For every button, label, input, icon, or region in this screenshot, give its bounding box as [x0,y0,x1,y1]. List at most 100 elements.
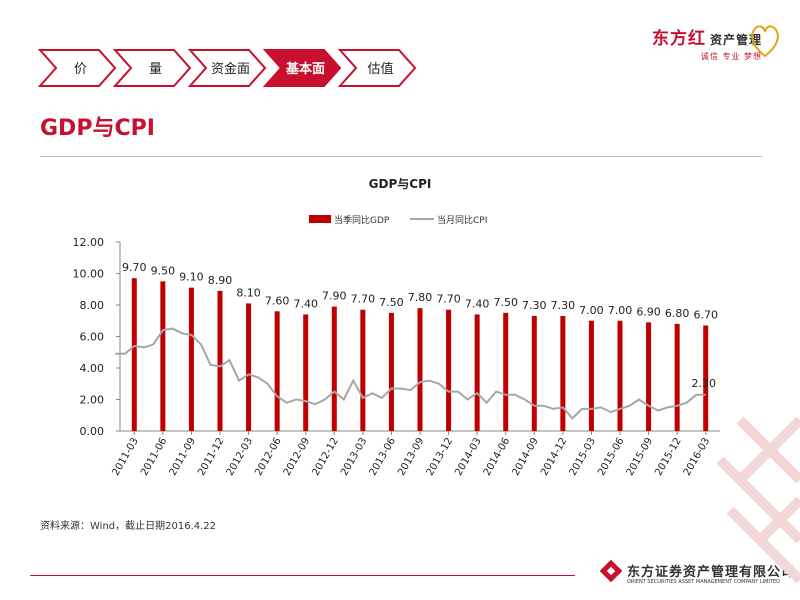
y-tick-label: 6.00 [80,331,105,344]
gdp-bar [360,309,366,431]
x-tick-label: 2014-03 [453,436,483,478]
gdp-bar-label: 9.70 [122,261,147,274]
gdp-bar-label: 8.90 [208,274,233,287]
brand-logo: 东方红 资产管理 诚信 专业 梦想 [651,24,779,62]
y-axis: 0.00 2.00 4.00 6.00 8.00 10.00 12.00 [73,236,121,438]
gdp-bar-label: 7.50 [379,296,404,309]
gdp-bar-label: 7.40 [293,297,318,310]
cpi-line-series: 2.30 [115,327,716,420]
gdp-bar-label: 7.70 [351,293,376,306]
tab-shape [112,49,192,87]
gdp-bar [303,314,309,431]
tab-label: 量 [149,62,162,77]
x-tick-label: 2013-03 [339,436,369,478]
brand-name: 东方红 [651,29,706,49]
gdp-bar [388,312,394,431]
tab-shape [337,49,417,87]
gdp-bar [474,314,480,431]
gdp-bar [160,281,166,431]
y-tick-label: 12.00 [73,236,105,249]
gdp-bar-label: 7.30 [551,299,576,312]
tab-3[interactable]: 资金面 [187,49,267,87]
gdp-bar [646,322,652,431]
gdp-bar-label: 9.50 [151,264,176,277]
tab-label: 估值 [367,61,393,77]
x-tick-label: 2015-03 [568,436,598,478]
y-tick-label: 10.00 [73,268,105,281]
gdp-bar [674,323,680,431]
gdp-bar-label: 7.80 [408,291,433,304]
x-tick-label: 2011-03 [110,436,140,478]
gdp-bars [131,278,709,431]
x-tick-label: 2011-09 [168,436,198,478]
gdp-bar [131,278,137,431]
gdp-bar-label: 6.80 [665,307,690,320]
gdp-bar [560,316,566,431]
title-divider [40,156,762,157]
x-tick-label: 2014-06 [482,436,512,478]
gdp-bar-label: 7.70 [436,293,461,306]
footer-company-en: ORIENT SECURITIES ASSET MANAGEMENT COMPA… [627,579,780,585]
tab-label: 资金面 [211,61,250,77]
gdp-bar [617,320,623,431]
cpi-line [115,327,706,420]
legend-gdp-swatch [309,215,331,223]
footer-divider [30,575,575,576]
tab-5[interactable]: 估值 [337,49,417,87]
y-tick-label: 8.00 [80,299,105,312]
gdp-bar [417,308,423,431]
tab-label: 基本面 [285,61,325,77]
gdp-bar [703,325,709,431]
gdp-bar-label: 6.70 [693,308,718,321]
decorative-pattern [716,416,800,584]
gdp-bar [331,306,337,431]
gdp-bar-label: 7.40 [465,297,490,310]
x-tick-label: 2015-06 [596,436,626,478]
gdp-bar-label: 7.30 [522,299,547,312]
tab-label: 价 [74,62,87,77]
y-tick-label: 2.00 [80,394,105,407]
company-logo-icon [600,560,622,582]
gdp-bar-label: 9.10 [179,271,204,284]
gdp-bar [503,312,509,431]
gdp-bar-label: 7.90 [322,290,347,303]
tab-2[interactable]: 量 [112,49,192,87]
x-tick-label: 2012-06 [253,436,283,478]
gdp-bar [588,320,594,431]
legend-cpi-label: 当月同比CPI [437,214,487,226]
gdp-cpi-chart: GDP与CPI 当季同比GDP 当月同比CPI 0.00 2.00 4.00 6.00… [73,177,720,478]
x-tick-label: 2011-12 [196,436,226,478]
brand-sub: 资产管理 [709,33,762,47]
chart-title: GDP与CPI [369,177,432,191]
x-tick-label: 2013-06 [368,436,398,478]
brand-slogan: 诚信 专业 梦想 [700,52,762,61]
gdp-bar-label: 7.50 [493,296,518,309]
y-tick-label: 0.00 [80,425,105,438]
x-tick-label: 2014-09 [510,436,540,478]
x-tick-label: 2012-12 [310,436,340,478]
page-title: GDP与CPI [40,116,155,141]
tab-shape [37,49,117,87]
cpi-end-label: 2.30 [691,377,716,390]
section-nav: 价 量 资金面 基本面 估值 [37,49,417,87]
x-tick-label: 2012-03 [225,436,255,478]
legend-gdp-label: 当季同比GDP [334,214,390,226]
gdp-bar [274,311,280,431]
tab-4[interactable]: 基本面 [262,49,342,87]
x-tick-label: 2013-12 [425,436,455,478]
source-note: 资料来源：Wind，截止日期2016.4.22 [40,521,217,532]
x-tick-label: 2013-09 [396,436,426,478]
gdp-bar [217,290,223,431]
gdp-bar-label: 8.10 [236,286,261,299]
x-tick-label: 2011-06 [139,436,169,478]
gdp-bar-label: 7.60 [265,294,290,307]
tab-shape [187,49,267,87]
gdp-bar-label: 6.90 [636,305,661,318]
footer-company-cn: 东方证券资产管理有限公司 [627,565,796,580]
gdp-bar [246,303,252,431]
tab-1[interactable]: 价 [37,49,117,87]
gdp-bar-label: 7.00 [608,304,633,317]
x-tick-label: 2014-12 [539,436,569,478]
x-tick-label: 2012-09 [282,436,312,478]
y-tick-label: 4.00 [80,362,105,375]
